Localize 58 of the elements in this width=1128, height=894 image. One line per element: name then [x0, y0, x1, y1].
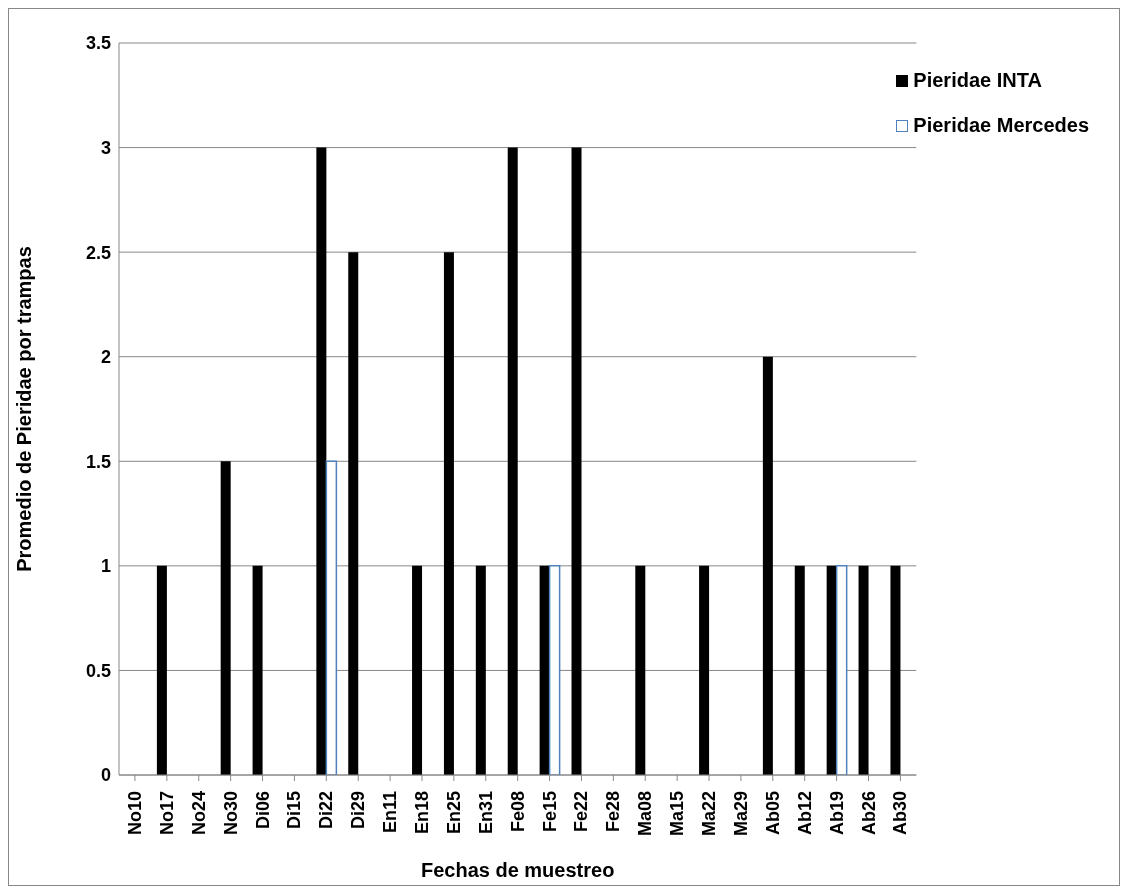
x-tick-label: Di29: [348, 791, 369, 830]
bar: [762, 356, 773, 775]
bar: [794, 565, 805, 775]
bar: [539, 565, 550, 775]
x-tick-label: No24: [188, 791, 209, 836]
x-tick-label: Ab26: [858, 791, 879, 836]
x-tick-label: Fe22: [571, 791, 592, 833]
bar: [316, 147, 327, 775]
bar: [348, 252, 359, 775]
y-tick-label: 1: [100, 556, 111, 577]
bar: [507, 147, 518, 775]
bar: [475, 565, 486, 775]
x-tick-label: Ma22: [699, 791, 720, 837]
bar: [835, 565, 848, 775]
bar: [412, 565, 423, 775]
bar: [325, 460, 338, 775]
x-tick-label: En25: [443, 791, 464, 835]
bar: [890, 565, 901, 775]
bar: [156, 565, 167, 775]
x-tick-label: Di22: [316, 791, 337, 830]
x-tick-label: Fe28: [603, 791, 624, 833]
y-tick-label: 0.5: [85, 660, 111, 681]
y-tick-label: 3: [100, 137, 111, 158]
y-tick-label: 1.5: [85, 451, 111, 472]
x-tick-label: Di15: [284, 791, 305, 830]
bar: [571, 147, 582, 775]
bar: [635, 565, 646, 775]
x-tick-label: Ab30: [890, 791, 911, 836]
bar: [252, 565, 263, 775]
legend-label: Pieridae INTA: [913, 69, 1042, 92]
x-tick-label: Ma29: [730, 791, 751, 837]
legend-label: Pieridae Mercedes: [913, 114, 1089, 137]
y-tick-label: 3.5: [85, 33, 111, 54]
x-tick-label: En31: [475, 791, 496, 835]
bar: [548, 565, 561, 775]
x-tick-label: Ma15: [667, 791, 688, 837]
y-axis-title: Promedio de Pieridae por trampas: [13, 246, 36, 572]
bar: [443, 252, 454, 775]
x-tick-label: Di06: [252, 791, 273, 830]
x-tick-label: No17: [156, 791, 177, 836]
x-tick-label: No10: [124, 791, 145, 836]
bar: [826, 565, 837, 775]
bar: [220, 461, 231, 775]
x-tick-label: En18: [411, 791, 432, 835]
y-tick-label: 2: [100, 347, 111, 368]
x-tick-label: Ma08: [635, 791, 656, 837]
x-tick-label: No30: [220, 791, 241, 836]
x-tick-label: Ab12: [794, 791, 815, 836]
x-tick-label: Fe15: [539, 791, 560, 833]
bar: [699, 565, 710, 775]
x-axis-title: Fechas de muestreo: [420, 859, 615, 881]
y-tick-label: 2.5: [85, 242, 111, 263]
x-tick-label: Fe08: [507, 791, 528, 833]
bar: [858, 565, 869, 775]
x-tick-label: Ab05: [762, 791, 783, 836]
x-tick-label: Ab19: [826, 791, 847, 836]
y-tick-label: 0: [100, 765, 111, 786]
x-tick-label: En11: [380, 791, 401, 834]
